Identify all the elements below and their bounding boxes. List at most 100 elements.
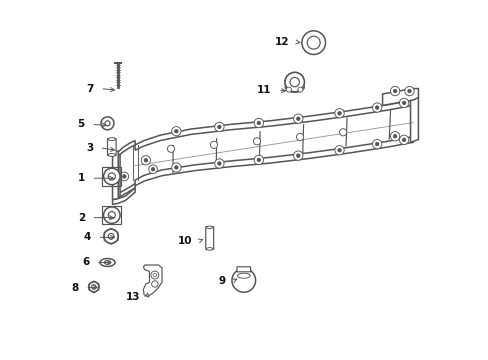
Circle shape	[217, 162, 221, 165]
Ellipse shape	[108, 138, 115, 140]
Circle shape	[253, 138, 260, 145]
Circle shape	[399, 135, 408, 144]
Circle shape	[402, 138, 405, 141]
Circle shape	[372, 139, 381, 149]
Ellipse shape	[237, 273, 250, 278]
Circle shape	[171, 127, 181, 136]
Ellipse shape	[104, 261, 110, 264]
Circle shape	[286, 87, 291, 92]
Circle shape	[151, 167, 155, 171]
Circle shape	[108, 173, 115, 180]
Polygon shape	[285, 82, 304, 92]
Circle shape	[389, 132, 399, 141]
Circle shape	[89, 282, 99, 292]
Circle shape	[301, 31, 325, 54]
Circle shape	[120, 172, 128, 181]
Circle shape	[153, 273, 156, 277]
Circle shape	[399, 98, 408, 108]
Circle shape	[297, 87, 303, 92]
Circle shape	[105, 121, 110, 126]
Text: 6: 6	[82, 257, 89, 267]
Circle shape	[339, 129, 346, 136]
Circle shape	[392, 89, 396, 93]
Circle shape	[151, 271, 159, 279]
Circle shape	[122, 175, 126, 178]
Circle shape	[101, 117, 114, 130]
Circle shape	[92, 285, 96, 289]
Circle shape	[174, 166, 178, 169]
Circle shape	[389, 86, 399, 96]
FancyBboxPatch shape	[237, 267, 250, 272]
Polygon shape	[117, 184, 135, 198]
Ellipse shape	[100, 258, 115, 266]
Circle shape	[214, 159, 224, 168]
Text: 4: 4	[83, 232, 91, 242]
Circle shape	[293, 151, 303, 160]
Polygon shape	[117, 140, 135, 158]
Polygon shape	[112, 188, 135, 204]
Circle shape	[296, 154, 300, 157]
Circle shape	[257, 121, 260, 125]
Circle shape	[148, 165, 157, 174]
Circle shape	[372, 103, 381, 112]
Circle shape	[375, 106, 378, 109]
Circle shape	[214, 122, 224, 132]
Text: 1: 1	[78, 173, 85, 183]
Circle shape	[293, 114, 303, 123]
Circle shape	[334, 109, 344, 118]
Text: 9: 9	[218, 276, 225, 286]
Polygon shape	[135, 100, 412, 150]
Text: 7: 7	[86, 84, 94, 94]
FancyBboxPatch shape	[107, 138, 116, 156]
Circle shape	[108, 233, 114, 239]
Circle shape	[210, 141, 217, 148]
Circle shape	[171, 163, 181, 172]
Text: 5: 5	[78, 120, 85, 129]
Circle shape	[334, 145, 344, 155]
Circle shape	[392, 134, 396, 138]
Circle shape	[407, 89, 410, 93]
Text: 12: 12	[274, 37, 289, 47]
Circle shape	[285, 72, 304, 92]
Polygon shape	[382, 89, 418, 105]
Ellipse shape	[206, 226, 212, 229]
Circle shape	[402, 101, 405, 105]
Circle shape	[103, 168, 120, 185]
Circle shape	[231, 269, 255, 292]
Circle shape	[108, 212, 115, 219]
Circle shape	[141, 156, 150, 165]
Ellipse shape	[108, 153, 115, 156]
Circle shape	[151, 281, 158, 287]
Text: 2: 2	[78, 213, 85, 222]
Polygon shape	[410, 98, 418, 142]
Text: 10: 10	[178, 236, 192, 246]
Circle shape	[257, 158, 260, 162]
Ellipse shape	[206, 248, 212, 250]
Polygon shape	[115, 152, 120, 198]
Circle shape	[254, 118, 263, 128]
Circle shape	[337, 112, 341, 115]
Circle shape	[296, 117, 300, 121]
Circle shape	[289, 77, 299, 87]
Circle shape	[285, 72, 304, 92]
Circle shape	[296, 134, 303, 140]
FancyBboxPatch shape	[205, 226, 213, 249]
Circle shape	[254, 155, 263, 165]
Text: 13: 13	[126, 292, 140, 302]
Circle shape	[144, 158, 147, 162]
Circle shape	[174, 130, 178, 133]
Circle shape	[404, 86, 413, 96]
Circle shape	[337, 148, 341, 152]
Circle shape	[103, 207, 120, 224]
Circle shape	[104, 229, 118, 243]
Text: 11: 11	[256, 85, 271, 95]
Polygon shape	[143, 265, 162, 297]
Circle shape	[217, 125, 221, 129]
Circle shape	[167, 145, 174, 152]
Polygon shape	[112, 150, 118, 200]
Circle shape	[306, 36, 320, 49]
Circle shape	[375, 142, 378, 146]
Circle shape	[289, 77, 299, 87]
Polygon shape	[135, 136, 412, 186]
Text: 8: 8	[71, 283, 79, 293]
